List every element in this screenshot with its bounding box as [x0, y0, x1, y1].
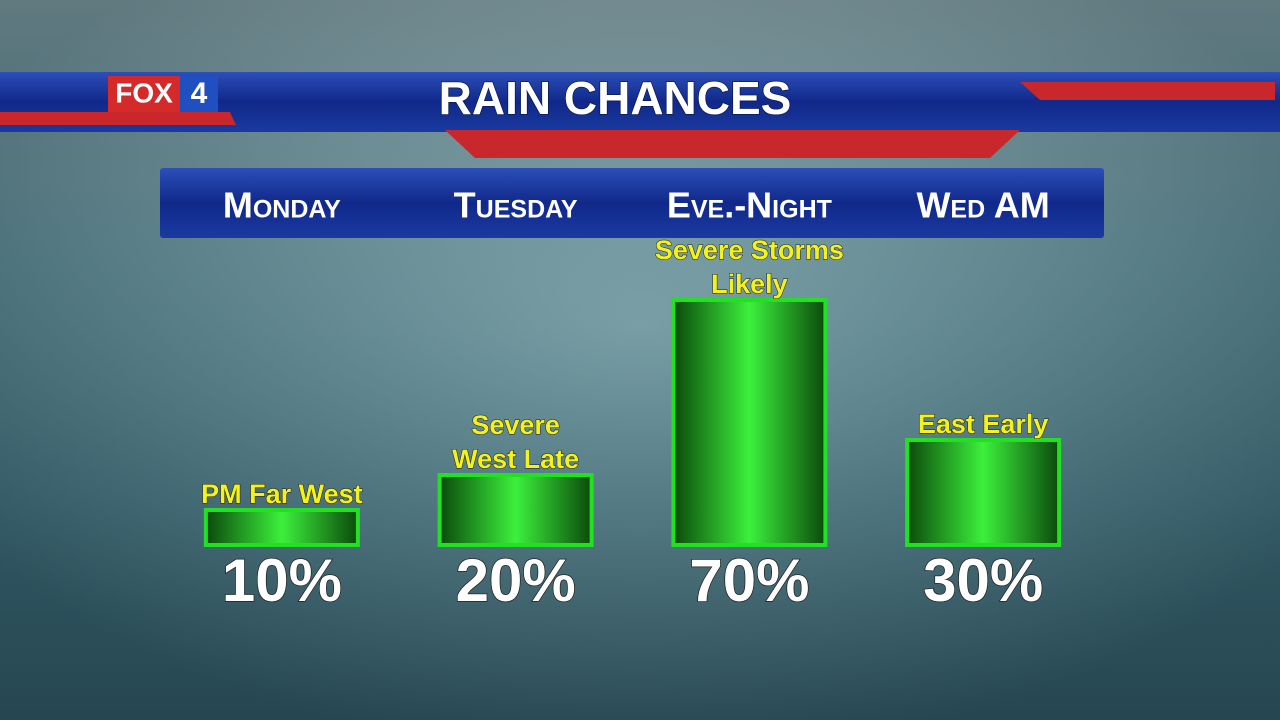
day-label: Eve.-Night — [667, 185, 832, 226]
day-label: Tuesday — [454, 185, 578, 226]
header-stripe — [1020, 82, 1275, 100]
bar — [905, 438, 1062, 547]
logo-box — [180, 76, 218, 112]
logo-number: 4 — [191, 77, 208, 110]
bar — [671, 298, 828, 547]
logo-brand: FOX — [115, 77, 173, 108]
day-label: Wed AM — [916, 185, 1049, 226]
logo-box — [108, 76, 180, 112]
bar — [203, 508, 360, 547]
chart-title: RAIN CHANCES — [439, 72, 792, 124]
day-band — [160, 168, 1104, 238]
day-label: Monday — [223, 185, 341, 226]
annotation: Severe Storms — [655, 235, 844, 265]
bar — [437, 473, 594, 547]
annotation: Likely — [711, 269, 788, 299]
annotation: Severe — [471, 410, 560, 440]
value-label: 70% — [689, 547, 809, 614]
value-label: 20% — [456, 547, 576, 614]
value-label: 10% — [222, 547, 342, 614]
annotation: East Early — [918, 409, 1049, 439]
header-stripe — [0, 112, 236, 125]
header-tab — [445, 130, 1020, 158]
annotation: PM Far West — [201, 479, 363, 509]
annotation: West Late — [452, 444, 579, 474]
value-label: 30% — [923, 547, 1043, 614]
